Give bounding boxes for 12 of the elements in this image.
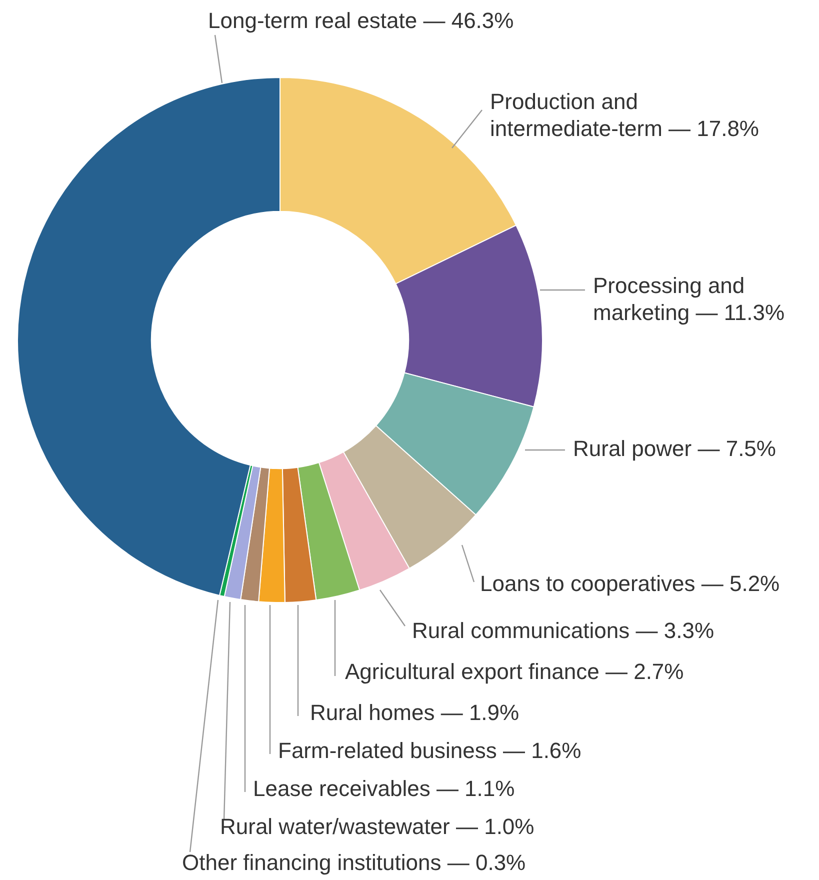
slice-label: Farm-related business — 1.6% (278, 738, 582, 764)
slice-label: Lease receivables — 1.1% (253, 776, 515, 802)
slice-label: Long-term real estate — 46.3% (208, 8, 514, 34)
slice-label: Agricultural export finance — 2.7% (345, 659, 684, 684)
slice-label: Other financing institutions — 0.3% (182, 850, 526, 876)
slice-label: Rural homes — 1.9% (310, 700, 520, 726)
slice-label: Rural power — 7.5% (573, 436, 776, 462)
slice-label: Processing and marketing — 11.3% (593, 273, 785, 326)
slice-label: Rural water/wastewater — 1.0% (220, 814, 534, 840)
slice-label: Rural communications — 3.3% (412, 618, 714, 644)
slice-label: Loans to cooperatives — 5.2% (480, 571, 780, 596)
slice-label: Production and intermediate-term — 17.8% (490, 89, 759, 142)
